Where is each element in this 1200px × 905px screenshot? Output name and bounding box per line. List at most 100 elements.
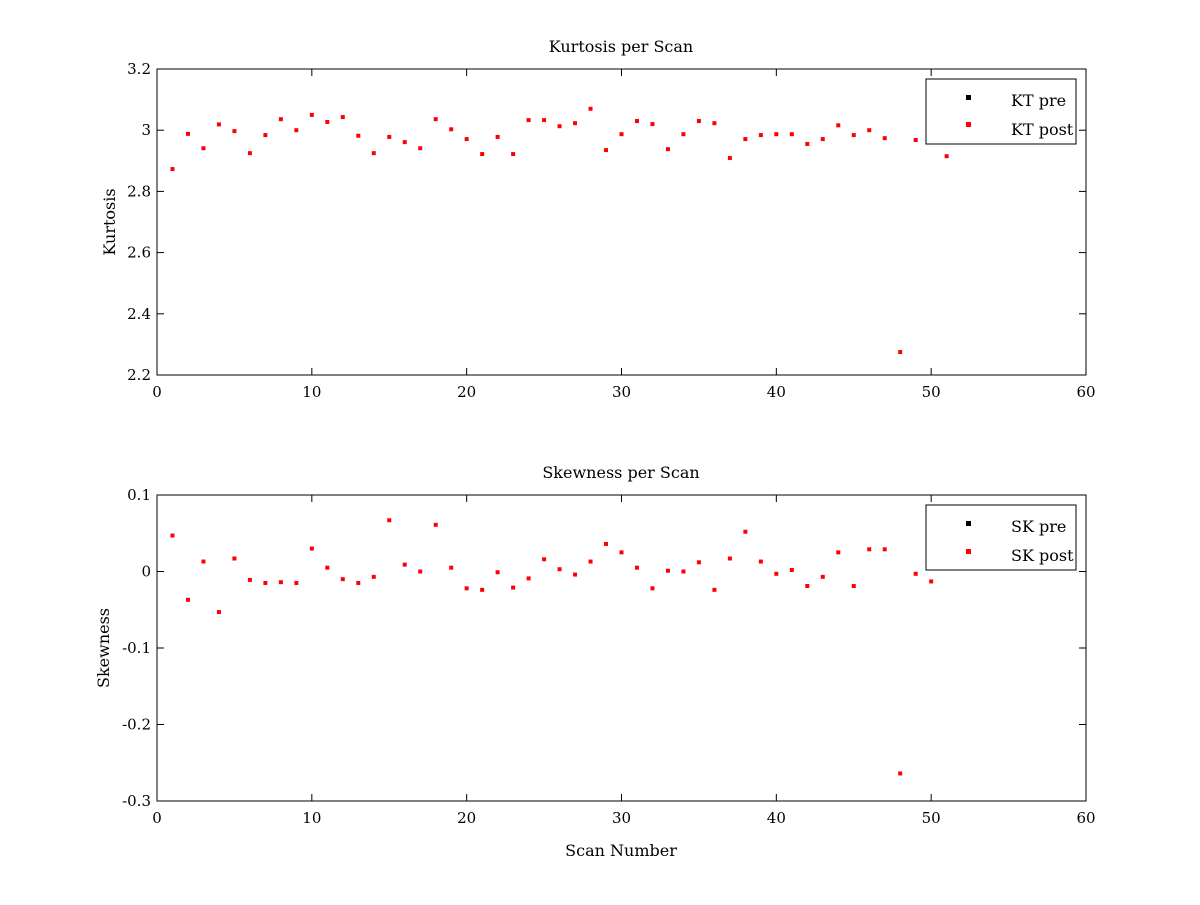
kurtosis-xtick-label: 0 (152, 383, 162, 401)
data-point-sk-post (542, 557, 547, 562)
skewness-xtick-label: 50 (922, 809, 941, 827)
skewness-xticks: 0 10 20 30 40 50 60 (152, 495, 1096, 827)
data-point-sk-post (712, 587, 717, 592)
data-point-sk-post (294, 580, 299, 585)
skewness-ytick-label: -0.2 (122, 716, 151, 734)
data-point-sk-post (402, 562, 407, 567)
data-point-kt-post (836, 123, 841, 128)
data-point-sk-post (185, 597, 190, 602)
kurtosis-legend: KT pre KT post (925, 78, 1077, 145)
skewness-ytick-label: -0.1 (122, 639, 151, 657)
data-point-kt-post (805, 141, 810, 146)
data-point-kt-post (433, 117, 438, 122)
kurtosis-xtick-label: 10 (302, 383, 321, 401)
data-point-kt-post (278, 117, 283, 122)
data-point-kt-post (867, 128, 872, 133)
data-point-kt-post (851, 133, 856, 138)
data-point-kt-post (913, 137, 918, 142)
data-point-sk-post (789, 567, 794, 572)
data-point-kt-post (712, 121, 717, 126)
data-point-kt-post (696, 119, 701, 124)
kurtosis-yticks: 2.2 2.4 2.6 2.8 3 3.2 (127, 60, 1086, 384)
data-point-sk-post (604, 541, 609, 546)
data-point-kt-post (604, 148, 609, 153)
kurtosis-subplot: Kurtosis per Scan Kurtosis 0 10 20 30 40 50 60… (100, 37, 1096, 401)
data-point-kt-post (170, 167, 175, 172)
data-point-kt-post (882, 136, 887, 141)
kurtosis-xtick-label: 50 (922, 383, 941, 401)
data-point-kt-post (573, 121, 578, 126)
data-point-kt-post (340, 115, 345, 120)
data-point-sk-post (898, 771, 903, 776)
data-point-sk-post (929, 579, 934, 584)
data-point-kt-post (511, 152, 516, 157)
skewness-ytick-label: 0 (141, 563, 151, 581)
skewness-yticks: -0.3 -0.2 -0.1 0 0.1 (122, 486, 1086, 810)
data-point-kt-post (820, 137, 825, 142)
legend-marker-sk-post (966, 549, 971, 554)
data-point-sk-post (464, 586, 469, 591)
skewness-xlabel: Scan Number (565, 841, 677, 860)
legend-marker-kt-pre (966, 95, 971, 100)
legend-label-sk-post: SK post (1011, 546, 1074, 565)
data-point-kt-post (619, 132, 624, 137)
legend-marker-sk-pre (966, 521, 971, 526)
legend-marker-kt-post (966, 122, 971, 127)
skewness-xtick-label: 20 (457, 809, 476, 827)
data-point-kt-post (216, 122, 221, 127)
legend-label-kt-pre: KT pre (1011, 91, 1066, 110)
data-point-kt-post (650, 122, 655, 127)
data-point-sk-post (805, 584, 810, 589)
data-point-sk-post (743, 529, 748, 534)
data-point-kt-post (681, 132, 686, 137)
data-point-sk-post (449, 565, 454, 570)
data-point-kt-post (743, 137, 748, 142)
data-point-sk-post (867, 547, 872, 552)
kurtosis-ytick-label: 2.8 (127, 182, 151, 200)
data-point-kt-post (495, 134, 500, 139)
kurtosis-xtick-label: 30 (612, 383, 631, 401)
kurtosis-xtick-label: 20 (457, 383, 476, 401)
data-point-kt-post (789, 132, 794, 137)
skewness-xtick-label: 30 (612, 809, 631, 827)
data-point-kt-post (774, 132, 779, 137)
data-point-sk-post (309, 546, 314, 551)
data-point-kt-post (418, 146, 423, 151)
skewness-subplot: Skewness per Scan Scan Number Skewness 0… (94, 463, 1096, 860)
data-point-sk-post (201, 559, 206, 564)
data-point-sk-post (696, 560, 701, 565)
data-point-kt-post (727, 156, 732, 161)
data-point-sk-post (727, 556, 732, 561)
data-point-sk-post (681, 569, 686, 574)
data-point-sk-post (913, 571, 918, 576)
data-point-kt-post (185, 131, 190, 136)
skewness-ytick-label: 0.1 (127, 486, 151, 504)
data-point-kt-post (542, 118, 547, 123)
kurtosis-ytick-label: 2.4 (127, 305, 151, 323)
data-point-sk-post (495, 570, 500, 575)
data-point-kt-post (402, 140, 407, 145)
kurtosis-ytick-label: 2.6 (127, 244, 151, 262)
data-point-kt-post (449, 127, 454, 132)
data-point-sk-post (836, 550, 841, 555)
data-point-sk-post (170, 533, 175, 538)
data-point-sk-post (278, 580, 283, 585)
kurtosis-xtick-label: 60 (1076, 383, 1095, 401)
data-point-sk-post (774, 571, 779, 576)
data-point-sk-post (665, 568, 670, 573)
data-point-kt-post (325, 119, 330, 124)
skewness-title: Skewness per Scan (542, 463, 699, 482)
data-point-kt-post (387, 134, 392, 139)
kurtosis-ylabel: Kurtosis (100, 188, 119, 255)
data-point-sk-post (263, 580, 268, 585)
data-point-kt-post (634, 119, 639, 124)
kurtosis-xticks: 0 10 20 30 40 50 60 (152, 69, 1096, 401)
data-point-sk-post (418, 569, 423, 574)
skewness-xtick-label: 60 (1076, 809, 1095, 827)
skewness-points (170, 518, 934, 776)
data-point-sk-post (511, 585, 516, 590)
kurtosis-ytick-label: 3 (141, 121, 151, 139)
skewness-legend-box (925, 504, 1077, 571)
